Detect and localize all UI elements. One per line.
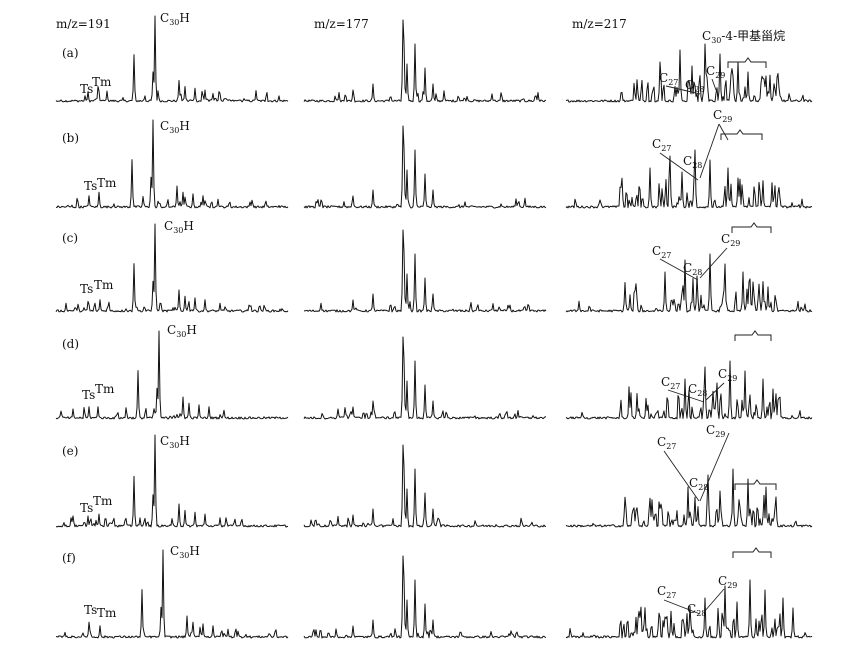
c29-pointer-line [705, 382, 725, 401]
peak-label-c30h: C30H [170, 544, 200, 560]
peak-label-c27: C27 [661, 375, 680, 391]
c27-pointer-line [659, 152, 699, 181]
c29-pointer-line [711, 78, 717, 91]
chromatogram-trace-191-a [55, 15, 289, 103]
peak-label-ts: Ts [80, 82, 93, 96]
c27-pointer-line [667, 389, 705, 403]
peak-label-c28: C28 [689, 476, 708, 492]
column-title-217: m/z=217 [572, 17, 627, 31]
c27-pointer-line [663, 450, 700, 502]
chromatogram-trace-191-c [55, 223, 289, 313]
chromatogram-trace-217-c [565, 253, 813, 313]
chromatogram-trace-217-d [565, 360, 813, 420]
c27-pointer-line [659, 258, 699, 281]
peak-label-c29: C29 [706, 423, 725, 439]
peak-label-ts: Ts [82, 388, 95, 402]
chromatogram-trace-177-d [303, 336, 547, 420]
peak-label-ts: Ts [84, 603, 97, 617]
c29-pointer-line [718, 123, 729, 141]
methylsterane-brace [734, 479, 777, 490]
peak-label-c29: C29 [713, 108, 732, 124]
peak-label-c27: C27 [652, 244, 671, 260]
c29-pointer-line [703, 588, 725, 613]
peak-label-c28: C28 [685, 78, 704, 94]
peak-label-ts: Ts [80, 282, 93, 296]
methylsterane-label: C30-4-甲基甾烷 [702, 29, 785, 45]
chromatogram-trace-177-b [303, 125, 547, 209]
chromatogram-trace-177-e [303, 444, 547, 528]
peak-label-tm: Tm [94, 278, 114, 292]
peak-label-c28: C28 [688, 382, 707, 398]
peak-label-tm: Tm [97, 606, 117, 620]
chromatogram-trace-177-a [303, 19, 547, 103]
chromatogram-trace-191-f [55, 549, 289, 639]
peak-label-tm: Tm [93, 494, 113, 508]
methylsterane-brace [720, 129, 763, 140]
chromatogram-trace-177-c [303, 229, 547, 313]
methylsterane-brace [731, 222, 772, 233]
peak-label-c28: C28 [687, 602, 706, 618]
methylsterane-brace [734, 330, 772, 341]
chromatogram-trace-217-e [565, 468, 813, 528]
row-label-c: (c) [62, 231, 78, 245]
chromatogram-traces [55, 15, 813, 639]
c29-pointer-line [699, 432, 730, 502]
peak-label-ts: Ts [80, 501, 93, 515]
peak-label-c30h: C30H [167, 323, 197, 339]
peak-label-tm: Tm [92, 75, 112, 89]
column-title-191: m/z=191 [56, 17, 111, 31]
peak-label-c27: C27 [657, 435, 676, 451]
peak-label-tm: Tm [95, 382, 115, 396]
chromatogram-trace-191-b [55, 119, 289, 209]
peak-label-c27: C27 [659, 71, 678, 87]
peak-label-c29: C29 [721, 232, 740, 248]
chromatogram-trace-217-b [565, 149, 813, 209]
peak-label-c30h: C30H [164, 219, 194, 235]
row-label-f: (f) [62, 551, 76, 565]
column-title-177: m/z=177 [314, 17, 369, 31]
chromatogram-trace-217-a [565, 43, 813, 103]
chromatogram-trace-191-e [55, 434, 289, 528]
row-label-d: (d) [62, 337, 79, 351]
c29-pointer-line [699, 247, 728, 279]
peak-label-c30h: C30H [160, 11, 190, 27]
row-label-e: (e) [62, 444, 78, 458]
row-label-b: (b) [62, 131, 79, 145]
chromatogram-trace-217-f [565, 579, 813, 639]
c29-pointer-line [699, 123, 720, 179]
peak-label-c29: C29 [718, 367, 737, 383]
peak-label-c28: C28 [683, 154, 702, 170]
peak-label-tm: Tm [97, 176, 117, 190]
chromatogram-trace-177-f [303, 555, 547, 639]
c27-pointer-line [665, 85, 701, 95]
methylsterane-brace [732, 547, 772, 558]
peak-label-c27: C27 [657, 584, 676, 600]
peak-label-c29: C29 [718, 574, 737, 590]
peak-label-c30h: C30H [160, 434, 190, 450]
peak-label-c28: C28 [683, 261, 702, 277]
peak-label-c29: C29 [706, 64, 725, 80]
peak-label-c27: C27 [652, 137, 671, 153]
peak-label-c30h: C30H [160, 119, 190, 135]
c27-pointer-line [663, 599, 701, 615]
peak-label-ts: Ts [84, 179, 97, 193]
methylsterane-brace [727, 57, 767, 68]
row-label-a: (a) [62, 46, 79, 60]
chromatogram-trace-191-d [55, 330, 289, 420]
